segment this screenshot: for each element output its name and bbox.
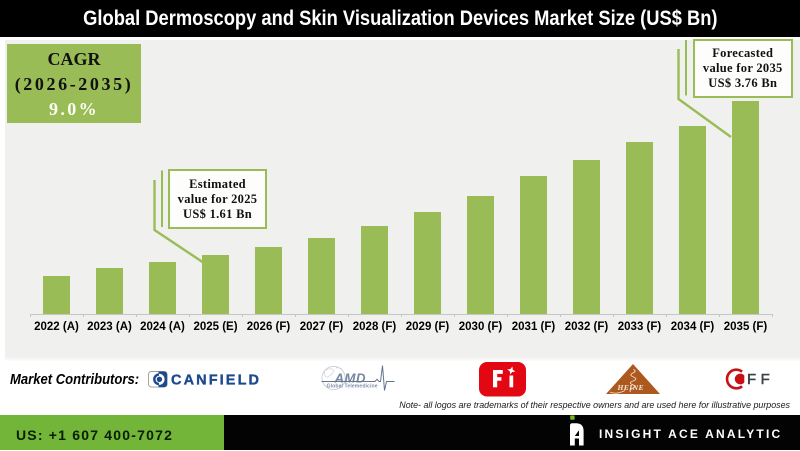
svg-text:INSIGHT ACE ANALYTIC: INSIGHT ACE ANALYTIC xyxy=(599,426,782,440)
svg-text:HEINE: HEINE xyxy=(617,383,644,392)
svg-text:F: F xyxy=(761,371,770,388)
svg-text:F: F xyxy=(747,371,756,388)
svg-text:Global Telemedicine: Global Telemedicine xyxy=(327,384,378,390)
svg-text:CANFIELD: CANFIELD xyxy=(171,373,261,389)
